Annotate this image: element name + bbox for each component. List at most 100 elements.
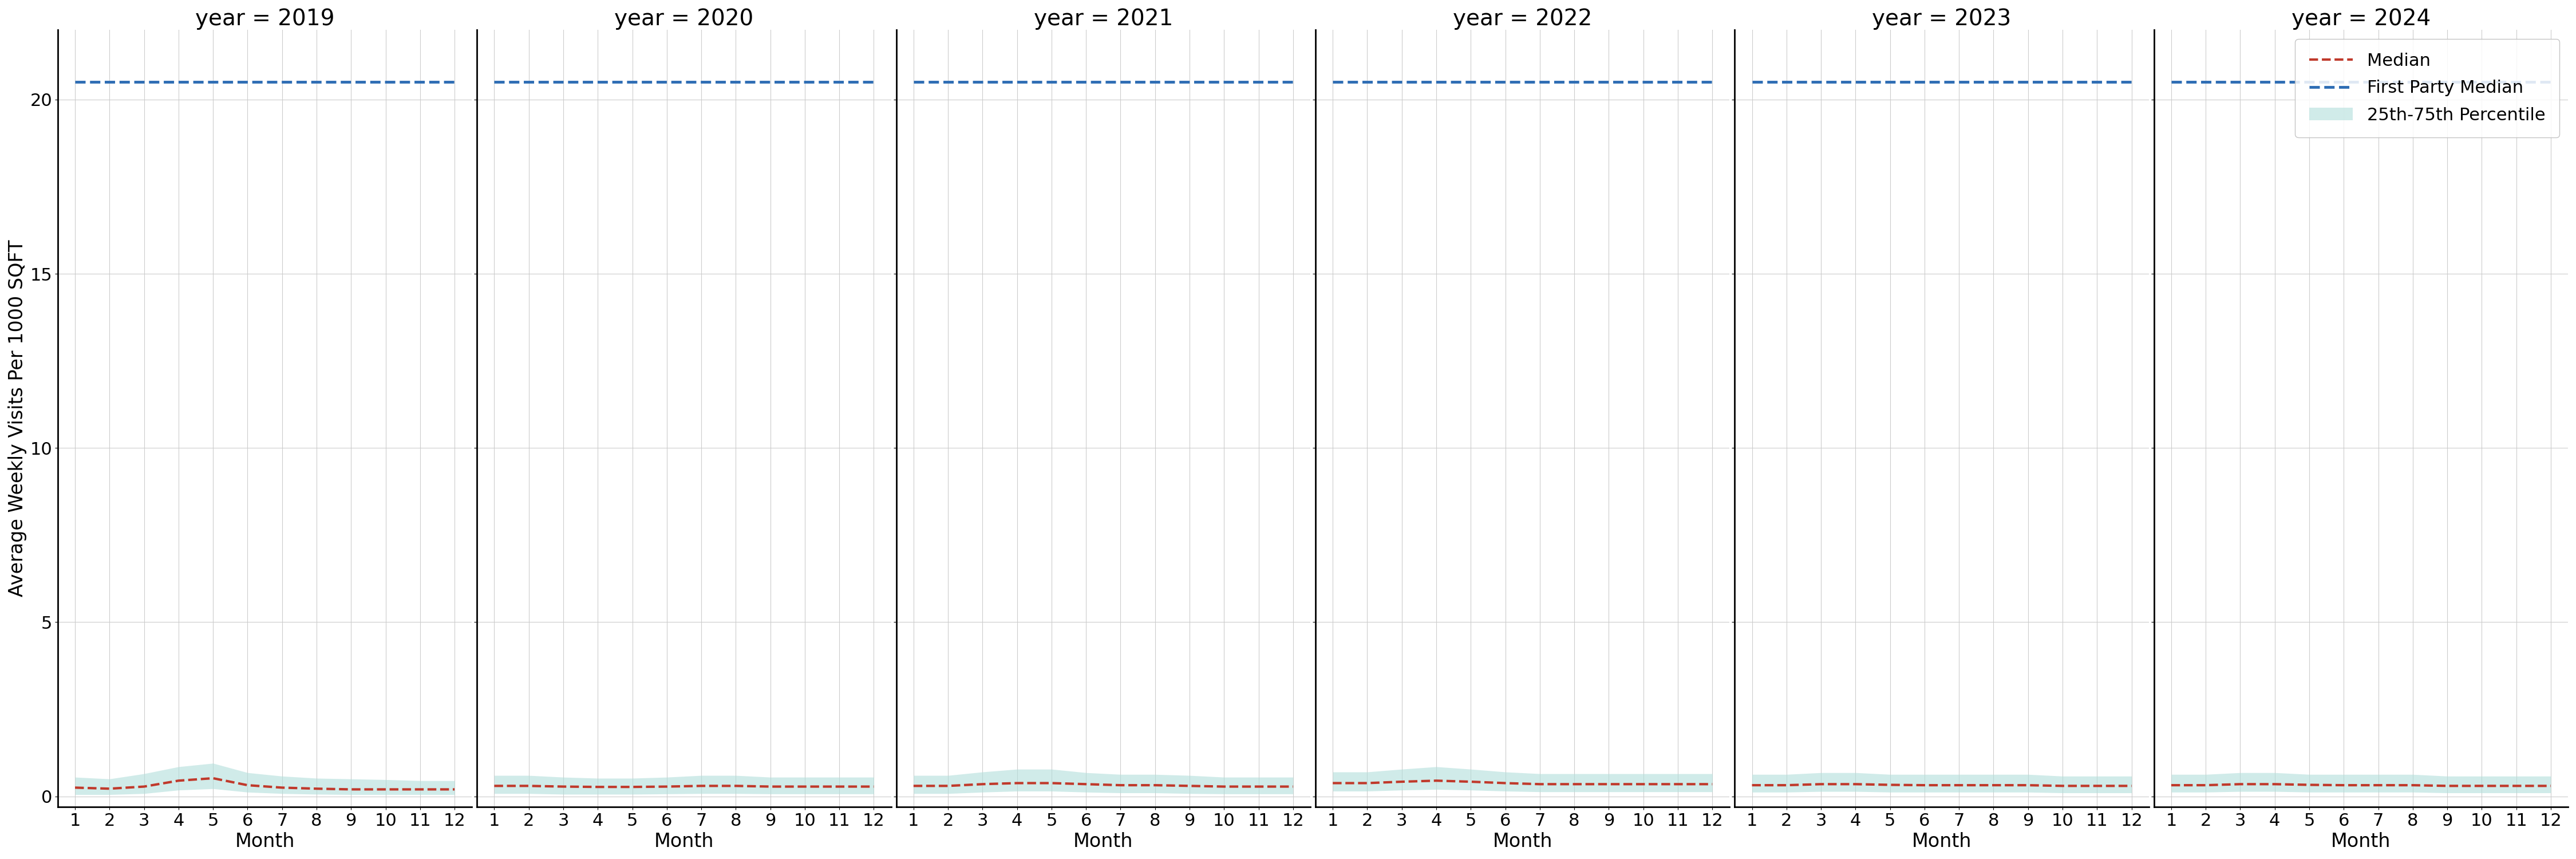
Median: [2012, 780, 2043, 790]
Median: [721, 781, 752, 791]
Median: [95, 783, 126, 794]
Median: [1002, 778, 1033, 789]
X-axis label: Month: Month: [1911, 832, 1971, 851]
First Party Median: [755, 77, 786, 88]
Median: [1386, 777, 1417, 787]
Median: [2226, 779, 2257, 789]
Median: [1175, 781, 1206, 791]
Median: [301, 783, 332, 794]
Median: [1525, 779, 1556, 789]
First Party Median: [966, 77, 997, 88]
First Party Median: [1736, 77, 1767, 88]
X-axis label: Month: Month: [1492, 832, 1553, 851]
Median: [582, 782, 613, 792]
Median: [2115, 781, 2146, 791]
Median: [1839, 779, 1870, 789]
First Party Median: [1628, 77, 1659, 88]
Median: [129, 782, 160, 792]
Median: [1875, 780, 1906, 790]
First Party Median: [1036, 77, 1066, 88]
Median: [265, 783, 296, 793]
Median: [2259, 779, 2290, 789]
Median: [1698, 779, 1728, 789]
Line: Median: Median: [914, 783, 1293, 787]
Median: [1806, 779, 1837, 789]
Median: [2398, 780, 2429, 790]
Median: [198, 773, 229, 783]
First Party Median: [1489, 77, 1520, 88]
Median: [788, 782, 819, 792]
Median: [1036, 778, 1066, 789]
Line: Median: Median: [1332, 781, 1713, 784]
X-axis label: Month: Month: [654, 832, 714, 851]
First Party Median: [1806, 77, 1837, 88]
First Party Median: [1839, 77, 1870, 88]
First Party Median: [1072, 77, 1103, 88]
Median: [616, 782, 647, 792]
Median: [371, 784, 402, 795]
Line: Median: Median: [2172, 784, 2550, 786]
Title: year = 2019: year = 2019: [196, 8, 335, 30]
First Party Median: [824, 77, 855, 88]
Median: [2293, 780, 2324, 790]
First Party Median: [1875, 77, 1906, 88]
Median: [2501, 781, 2532, 791]
Median: [2362, 780, 2393, 790]
Median: [1105, 780, 1136, 790]
Median: [1422, 776, 1453, 786]
First Party Median: [95, 77, 126, 88]
Median: [1316, 778, 1347, 789]
First Party Median: [301, 77, 332, 88]
Median: [1278, 782, 1309, 792]
Median: [2535, 781, 2566, 791]
Median: [755, 782, 786, 792]
First Party Median: [933, 77, 963, 88]
Median: [1942, 780, 1973, 790]
Median: [404, 784, 435, 795]
Title: year = 2024: year = 2024: [2293, 8, 2432, 30]
Line: Median: Median: [1752, 784, 2130, 786]
Median: [652, 782, 683, 792]
First Party Median: [652, 77, 683, 88]
First Party Median: [2535, 77, 2566, 88]
First Party Median: [2501, 77, 2532, 88]
Median: [966, 779, 997, 789]
First Party Median: [404, 77, 435, 88]
First Party Median: [129, 77, 160, 88]
Median: [1736, 780, 1767, 790]
Median: [2156, 780, 2187, 790]
Median: [2081, 781, 2112, 791]
Median: [2465, 781, 2496, 791]
First Party Median: [2115, 77, 2146, 88]
First Party Median: [858, 77, 889, 88]
First Party Median: [616, 77, 647, 88]
Median: [1489, 778, 1520, 789]
Median: [1772, 780, 1803, 790]
Median: [438, 784, 469, 795]
First Party Median: [1002, 77, 1033, 88]
Median: [2048, 781, 2079, 791]
First Party Median: [1386, 77, 1417, 88]
Median: [479, 781, 510, 791]
First Party Median: [2048, 77, 2079, 88]
First Party Median: [1772, 77, 1803, 88]
First Party Median: [1175, 77, 1206, 88]
First Party Median: [685, 77, 716, 88]
First Party Median: [1698, 77, 1728, 88]
First Party Median: [198, 77, 229, 88]
Median: [824, 782, 855, 792]
Title: year = 2021: year = 2021: [1033, 8, 1172, 30]
First Party Median: [2259, 77, 2290, 88]
First Party Median: [1139, 77, 1170, 88]
First Party Median: [479, 77, 510, 88]
First Party Median: [2293, 77, 2324, 88]
Median: [933, 781, 963, 791]
First Party Median: [2081, 77, 2112, 88]
First Party Median: [438, 77, 469, 88]
First Party Median: [1978, 77, 2009, 88]
First Party Median: [721, 77, 752, 88]
First Party Median: [513, 77, 544, 88]
X-axis label: Month: Month: [234, 832, 294, 851]
Median: [1208, 782, 1239, 792]
Median: [1352, 778, 1383, 789]
